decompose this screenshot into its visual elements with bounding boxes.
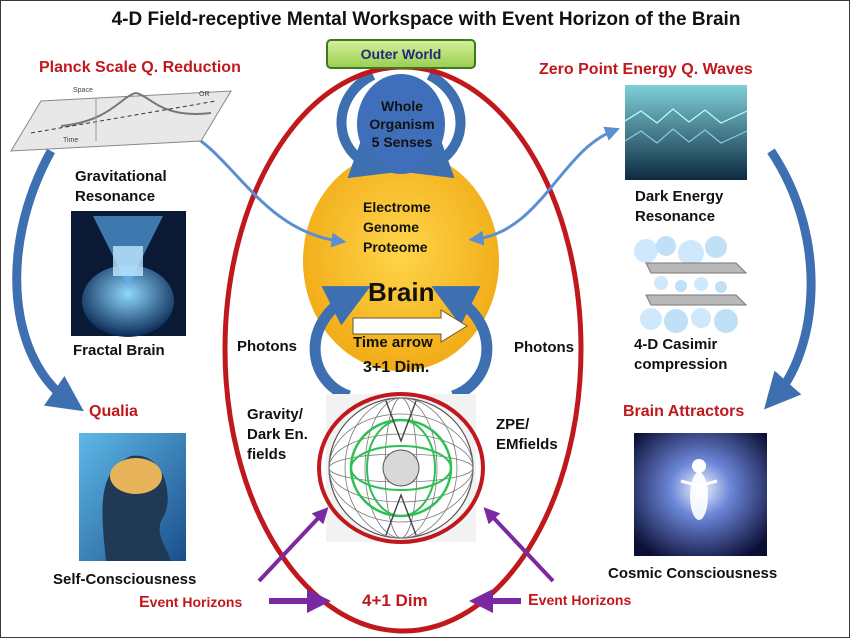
whole-organism-line: Organism [369,116,435,132]
photon-arrow-right [431,286,493,402]
photon-arrow-left [309,286,371,402]
zpe-line: ZPE/ [496,416,530,433]
dark-energy-label: Dark Energy Resonance [635,188,724,225]
planck-surface-image [10,90,232,152]
zpe-heading: Zero Point Energy Q. Waves [539,61,753,78]
gravitational-resonance-label: Gravitational Resonance [75,168,167,205]
outer-world-box: Outer World [326,39,476,69]
gravity-line: Gravity/ [247,406,303,423]
purple-arrow-left-diag [257,507,329,583]
organism-arrow-right [410,70,466,179]
whole-organism-line: Whole [381,98,423,114]
gravity-fields-label: Gravity/ Dark En. fields [247,405,308,465]
dim-3-label: 3+1 Dim. [363,359,430,376]
event-horizons-cap: E [139,594,150,611]
self-consciousness-label: Self-Consciousness [53,571,197,588]
zpe-line: EMfields [496,436,558,453]
diagram-title: 4-D Field-receptive Mental Workspace wit… [111,9,741,30]
space-axis-label: Space [73,87,93,94]
photons-right-label: Photons [514,339,574,356]
dim-4-label: 4+1 Dim [362,591,428,610]
left-cycle-arrow [12,148,84,412]
qualia-heading: Qualia [89,403,138,420]
zpe-fields-label: ZPE/ EMfields [496,415,558,455]
or-label: OR [199,91,210,98]
cosmic-consciousness-label: Cosmic Consciousness [608,565,778,582]
inner-horizon-oval [317,392,485,544]
event-horizons-left-label: Event Horizons [139,594,242,612]
time-axis-label: Time [63,137,79,144]
photons-left-label: Photons [237,338,297,355]
cosmic-image [634,433,767,556]
event-horizons-right-label: Event Horizons [528,592,631,610]
egp-line: Genome [363,219,420,235]
egp-line: Electrome [363,199,431,215]
time-arrow-shape [352,309,468,343]
event-horizons-rest: vent Horizons [149,594,243,610]
whole-organism-line: 5 Senses [371,134,433,150]
right-cycle-arrow [764,148,816,410]
time-arrow-label: Time arrow [353,334,433,351]
organism-arrow-left [336,70,392,179]
qualia-image [79,433,186,561]
casimir-label: 4-D Casimir compression [634,336,728,373]
planck-heading: Planck Scale Q. Reduction [39,59,241,76]
purple-arrow-right-diag [483,507,555,583]
fractal-brain-label: Fractal Brain [73,342,165,359]
brain-label: Brain [368,277,435,307]
connector-right [468,126,620,246]
attractors-heading: Brain Attractors [623,403,745,420]
whole-organism-label: Whole Organism 5 Senses [357,97,447,151]
globe-figure [326,394,476,542]
casimir-image [634,236,748,333]
egp-line: Proteome [363,239,428,255]
zpe-wave-image [624,85,748,180]
egp-label: Electrome Genome Proteome [363,197,431,257]
fractal-brain-image [71,211,186,337]
gravity-line: Dark En. [247,426,308,443]
gravity-line: fields [247,446,287,463]
event-horizons-rest: vent Horizons [538,592,632,608]
event-horizons-cap: E [528,592,539,609]
